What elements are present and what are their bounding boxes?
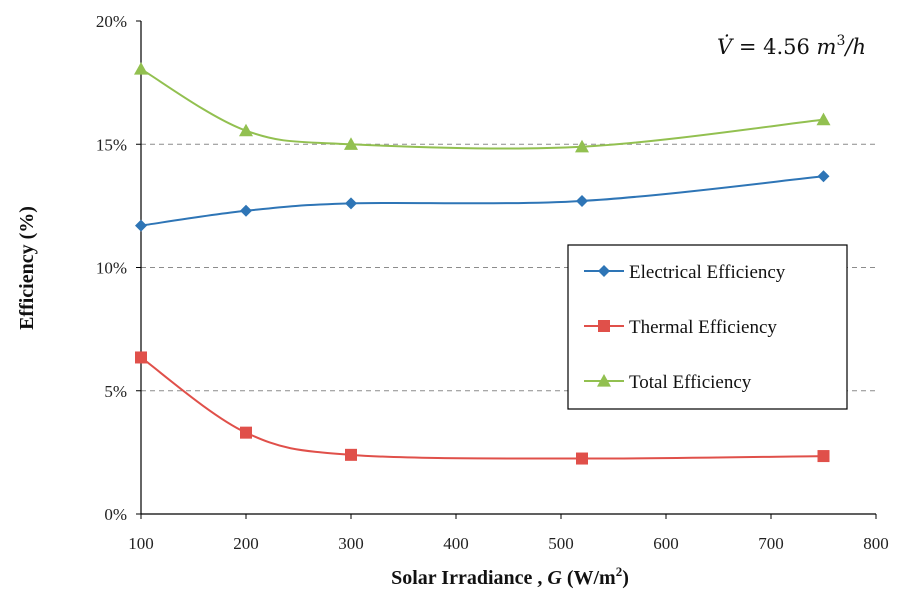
flow-rate-unit-exponent: 3 [836, 33, 845, 49]
flow-rate-unit-rest: /h [843, 35, 866, 59]
series-2-point-3 [575, 139, 589, 153]
x-tick-label-2: 300 [338, 534, 364, 553]
series-1-point-2 [345, 448, 357, 461]
series-0-point-1 [240, 204, 252, 217]
x-axis-title-unit: (W/m [562, 567, 616, 589]
series-2-point-1 [239, 123, 253, 137]
series-2-point-4 [816, 112, 831, 126]
x-axis-title-exponent: 2 [616, 564, 623, 579]
x-tick-label-0: 100 [128, 534, 154, 553]
series-2-point-0 [134, 62, 148, 75]
x-tick-label-5: 600 [653, 534, 679, 553]
x-axis-title: Solar Irradiance , G (W/m2) [391, 564, 629, 589]
legend: Electrical Efficiency Thermal Efficiency T… [567, 244, 848, 410]
y-tick-label-4: 20% [96, 12, 127, 31]
series-0-point-0 [135, 219, 147, 232]
series-0-point-3 [576, 194, 588, 207]
x-axis-title-variable: G [547, 567, 562, 589]
series-1-point-3 [576, 452, 588, 465]
series-2 [134, 62, 831, 153]
x-tick-label-1: 200 [233, 534, 259, 553]
x-tick-label-6: 700 [758, 534, 784, 553]
legend-item-1: Thermal Efficiency [584, 317, 777, 338]
flow-rate-annotation: V̇ = 4.56 m3/h [717, 33, 866, 59]
legend-item-0: Electrical Efficiency [584, 262, 786, 283]
x-axis-title-main: Solar Irradiance , [391, 567, 547, 589]
y-axis-title: Efficiency (%) [16, 206, 38, 330]
series-2-point-2 [344, 137, 358, 150]
legend-label-1: Thermal Efficiency [629, 317, 777, 338]
x-tick-label-4: 500 [548, 534, 574, 553]
series-1 [135, 351, 830, 465]
legend-items: Electrical Efficiency Thermal Efficiency T… [584, 262, 786, 393]
y-tick-label-1: 5% [104, 382, 127, 401]
x-tick-label-3: 400 [443, 534, 469, 553]
series-0-point-4 [817, 170, 830, 183]
y-tick-label-2: 10% [96, 259, 127, 278]
legend-label-2: Total Efficiency [629, 372, 752, 393]
data-series [134, 62, 831, 465]
legend-item-2: Total Efficiency [584, 372, 752, 393]
series-line-0 [140, 175, 824, 227]
x-tick-labels: 100 200 300 400 500 600 700 800 [128, 534, 889, 553]
series-1-point-0 [135, 351, 147, 364]
series-line-2 [140, 68, 824, 150]
legend-label-0: Electrical Efficiency [629, 262, 786, 283]
axes [136, 20, 877, 519]
x-axis-title-close: ) [622, 567, 629, 589]
series-0-point-2 [345, 197, 357, 210]
y-tick-labels: 0% 5% 10% 15% 20% [96, 12, 127, 524]
legend-marker-1 [598, 320, 610, 332]
flow-rate-unit-m: m [817, 35, 837, 59]
series-1-point-1 [240, 426, 252, 439]
legend-marker-0 [598, 265, 610, 277]
flow-rate-symbol: V̇ [717, 35, 734, 59]
flow-rate-value: = 4.56 [732, 35, 816, 59]
y-tick-label-3: 15% [96, 135, 127, 154]
legend-marker-2 [597, 374, 611, 387]
series-line-1 [140, 356, 824, 460]
series-1-point-4 [817, 450, 830, 463]
series-0 [135, 170, 830, 232]
y-tick-label-0: 0% [104, 505, 127, 524]
x-tick-label-7: 800 [863, 534, 889, 553]
